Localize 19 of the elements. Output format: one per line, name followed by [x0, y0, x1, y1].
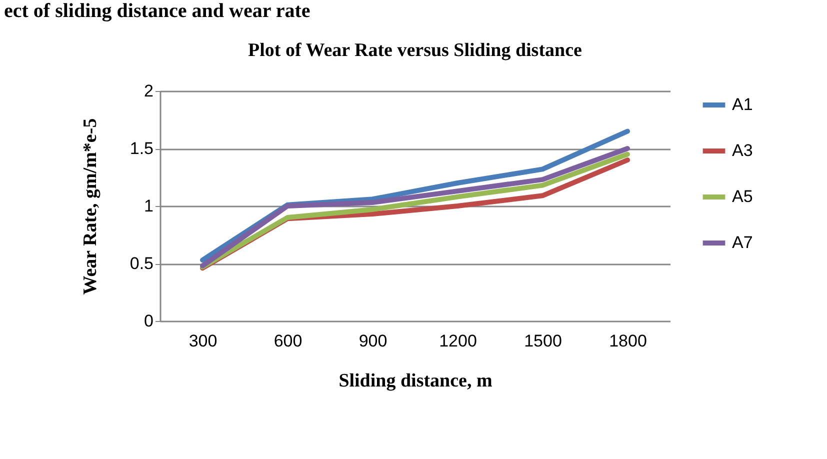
x-tick-label: 1200 — [439, 332, 477, 350]
y-tick-label: 1.5 — [130, 139, 154, 158]
text: ect of sliding distance and wear rate — [4, 0, 310, 22]
legend-label: A1 — [732, 95, 753, 114]
y-tick-label: 0.5 — [130, 254, 154, 273]
y-tick-label: 2 — [144, 82, 154, 100]
legend-label: A5 — [732, 187, 753, 206]
y-axis-title: Wear Rate, gm/m*e-5 — [80, 118, 101, 295]
y-tick-label: 1 — [144, 196, 154, 216]
x-tick-label: 1800 — [609, 332, 647, 350]
x-tick-label: 900 — [358, 332, 388, 350]
y-tick-label: 0 — [144, 312, 154, 330]
x-axis-title: Sliding distance, m — [338, 370, 492, 392]
x-tick-label: 600 — [274, 332, 302, 350]
legend-label: A7 — [732, 233, 753, 252]
x-tick-label: 1500 — [524, 332, 562, 350]
x-tick-label: 300 — [188, 332, 218, 350]
legend-label: A3 — [732, 141, 753, 160]
chart-title: Plot of Wear Rate versus Sliding distance — [248, 40, 582, 61]
